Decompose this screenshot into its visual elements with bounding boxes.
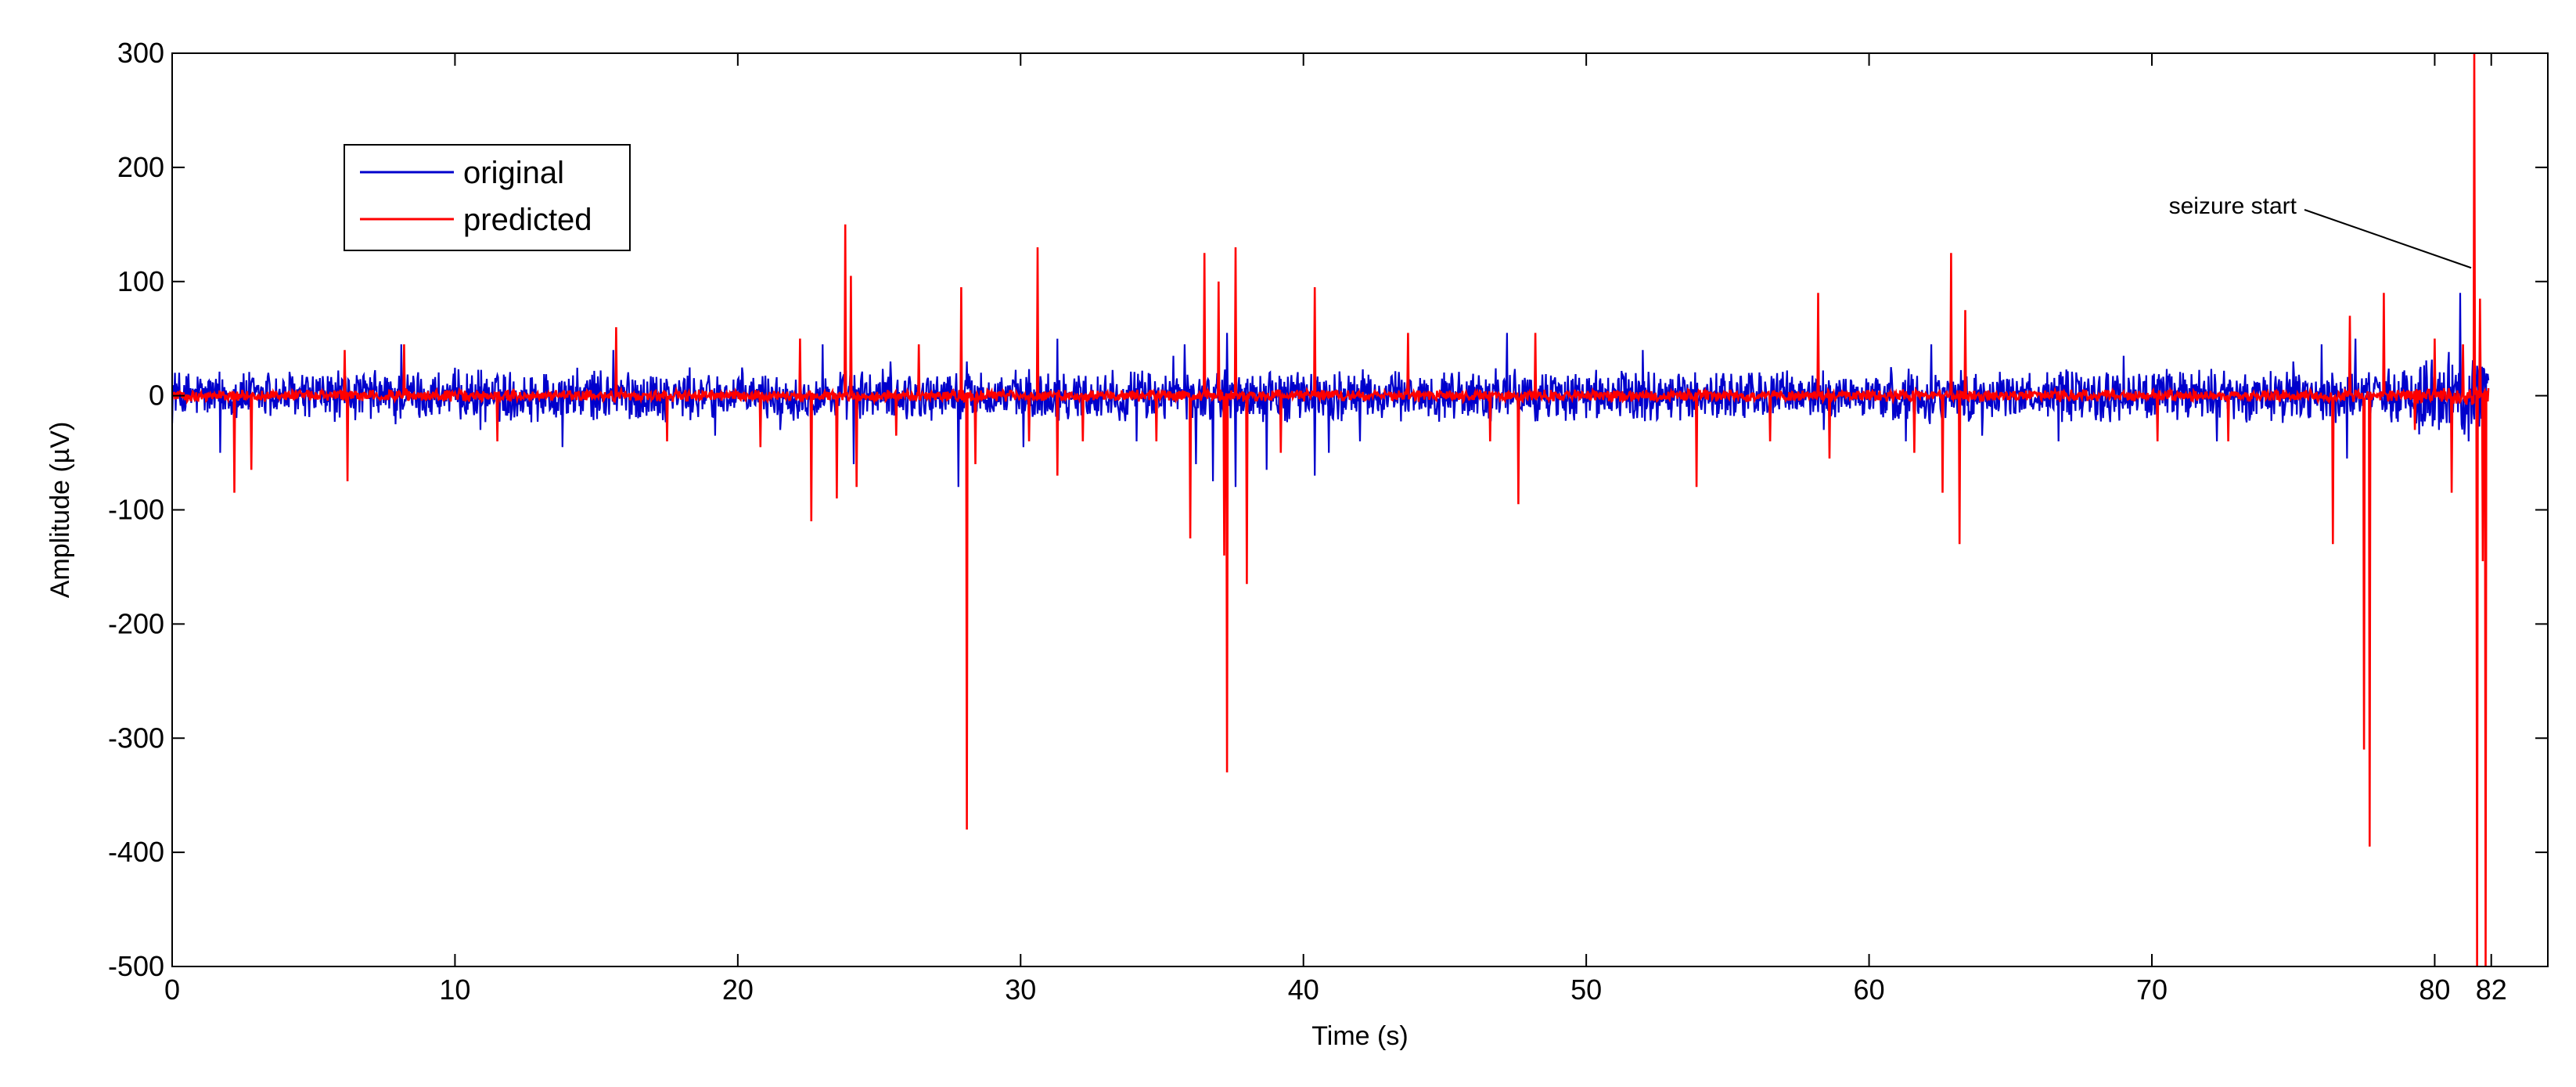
- x-tick-label: 50: [1570, 974, 1602, 1006]
- x-tick-label: 70: [2136, 974, 2168, 1006]
- x-tick-label: 80: [2419, 974, 2450, 1006]
- y-tick-label: -100: [108, 494, 164, 526]
- y-tick-label: -500: [108, 950, 164, 982]
- legend-label-original: original: [463, 156, 564, 190]
- y-tick-label: -300: [108, 722, 164, 754]
- x-axis-label: Time (s): [1311, 1021, 1408, 1051]
- x-tick-label: 0: [164, 974, 180, 1006]
- x-tick-label: 82: [2476, 974, 2507, 1006]
- legend-box: [344, 144, 631, 251]
- seizure-start-annotation: seizure start: [2169, 193, 2297, 219]
- y-axis-label: Amplitude (µV): [45, 422, 75, 599]
- x-tick-label: 30: [1005, 974, 1036, 1006]
- annotation-pointer: [2304, 209, 2472, 269]
- y-tick-label: 200: [117, 151, 164, 183]
- legend-label-predicted: predicted: [463, 203, 592, 237]
- series-predicted: [172, 53, 2490, 966]
- x-tick-label: 40: [1288, 974, 1319, 1006]
- x-tick-label: 60: [1854, 974, 1885, 1006]
- y-tick-label: -400: [108, 836, 164, 868]
- x-tick-label: 10: [439, 974, 470, 1006]
- legend: original predicted: [344, 144, 631, 251]
- y-tick-label: 0: [149, 380, 164, 412]
- x-tick-label: 20: [722, 974, 754, 1006]
- y-tick-label: 100: [117, 265, 164, 297]
- y-tick-label: -200: [108, 607, 164, 639]
- y-tick-label: 300: [117, 37, 164, 69]
